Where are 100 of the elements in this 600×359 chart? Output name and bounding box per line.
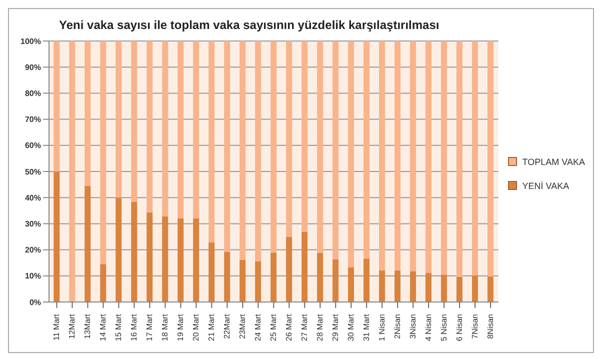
x-tick-label: 12Mart bbox=[68, 313, 77, 339]
bar bbox=[302, 232, 308, 302]
bar bbox=[146, 41, 153, 212]
bar bbox=[131, 41, 138, 202]
x-tick-label: 8Nisan bbox=[486, 314, 496, 339]
bar bbox=[162, 41, 168, 216]
bar bbox=[193, 218, 200, 302]
legend-label: TOPLAM VAKA bbox=[521, 156, 585, 166]
bar bbox=[364, 258, 370, 302]
bar bbox=[348, 268, 354, 302]
x-tick-label: 28 Mart bbox=[316, 313, 325, 342]
bar bbox=[487, 41, 494, 276]
x-tick-label: 3Nisan bbox=[408, 314, 418, 339]
x-tick-label: 23Mart bbox=[238, 313, 248, 339]
bar bbox=[131, 202, 138, 302]
bar bbox=[332, 259, 339, 302]
bar bbox=[69, 41, 76, 302]
y-tick-label: 80% bbox=[24, 89, 41, 98]
x-tick-label: 27 Mart bbox=[300, 313, 310, 342]
x-tick-label: 21 Mart bbox=[207, 313, 216, 342]
bar bbox=[208, 242, 215, 302]
bar bbox=[379, 41, 385, 270]
bar bbox=[410, 41, 416, 272]
x-tick-label: 29 Mart bbox=[331, 313, 340, 342]
bar bbox=[54, 41, 60, 172]
bar bbox=[54, 172, 60, 302]
bar bbox=[178, 218, 184, 302]
x-tick-label: 30 Mart bbox=[346, 313, 356, 342]
y-tick-label: 60% bbox=[24, 141, 41, 150]
x-tick-label: 1 Nisan bbox=[378, 314, 387, 342]
x-tick-label: 14 Mart bbox=[98, 313, 108, 342]
bar bbox=[270, 41, 277, 253]
bar bbox=[162, 216, 168, 302]
x-tick-label: 20 Mart bbox=[192, 313, 201, 342]
bar bbox=[472, 275, 478, 302]
bar bbox=[240, 260, 246, 302]
y-tick-label: 50% bbox=[24, 167, 41, 176]
y-tick-label: 30% bbox=[24, 220, 41, 229]
x-tick-label: 2Nisan bbox=[393, 314, 402, 339]
bar bbox=[286, 236, 292, 302]
bar bbox=[487, 276, 494, 302]
chart-title: Yeni vaka sayısı ile toplam vaka sayısının yüzdelik karşılaştırılması bbox=[59, 18, 440, 32]
x-tick-label: 16 Mart bbox=[130, 313, 139, 342]
bar bbox=[193, 41, 200, 218]
bar bbox=[456, 276, 462, 302]
x-tick-label: 13Mart bbox=[83, 313, 92, 339]
bar bbox=[440, 41, 447, 275]
bar bbox=[84, 41, 91, 186]
x-tick-label: 18 Mart bbox=[160, 313, 170, 342]
x-tick-label: 11 Mart bbox=[52, 313, 62, 341]
bar bbox=[425, 41, 432, 273]
bar bbox=[116, 198, 122, 302]
bar bbox=[440, 274, 447, 302]
x-tick-label: 24 Mart bbox=[254, 313, 263, 342]
bar bbox=[317, 252, 324, 302]
bar bbox=[208, 41, 215, 242]
y-tick-label: 10% bbox=[24, 272, 41, 281]
x-tick-label: 7Nisan bbox=[470, 314, 480, 339]
x-tick-label: 22Mart bbox=[222, 313, 232, 339]
bar bbox=[146, 212, 153, 302]
x-tick-label: 19 Mart bbox=[176, 313, 186, 342]
y-tick-label: 70% bbox=[24, 115, 41, 124]
bar bbox=[100, 41, 106, 264]
bar bbox=[116, 41, 122, 198]
y-tick-label: 0% bbox=[29, 298, 41, 307]
x-tick-label: 5 Nisan bbox=[440, 314, 449, 342]
bar bbox=[270, 252, 277, 302]
bar bbox=[255, 262, 262, 302]
y-tick-label: 90% bbox=[24, 62, 41, 72]
x-tick-label: 25 Mart bbox=[269, 313, 278, 342]
bar bbox=[286, 41, 292, 237]
bar bbox=[224, 41, 230, 252]
y-tick-label: 20% bbox=[24, 246, 41, 255]
y-tick-label: 40% bbox=[24, 193, 41, 202]
bar bbox=[84, 186, 91, 302]
bar bbox=[317, 41, 324, 253]
bar bbox=[224, 252, 230, 302]
bar bbox=[240, 41, 246, 260]
bar bbox=[472, 41, 478, 276]
bar bbox=[394, 270, 400, 302]
bar bbox=[348, 41, 354, 268]
x-tick-label: 31 Mart bbox=[362, 313, 372, 342]
x-tick-label: 15 Mart bbox=[114, 313, 124, 342]
bar bbox=[364, 41, 370, 259]
x-tick-label: 26 Mart bbox=[284, 313, 294, 342]
x-tick-label: 17 Mart bbox=[145, 313, 154, 342]
bar bbox=[100, 264, 106, 302]
bar bbox=[178, 41, 184, 218]
bar bbox=[425, 272, 432, 302]
legend-label: YENİ VAKA bbox=[521, 180, 570, 190]
bar bbox=[302, 41, 308, 232]
bar bbox=[332, 41, 339, 260]
bar bbox=[456, 41, 462, 277]
x-tick-label: 6 Nisan bbox=[455, 314, 464, 342]
bar bbox=[410, 271, 416, 302]
y-tick-label: 100% bbox=[20, 36, 41, 46]
x-tick-label: 4 Nisan bbox=[424, 314, 434, 342]
bar bbox=[379, 270, 385, 302]
bar bbox=[394, 41, 400, 270]
bar bbox=[255, 41, 262, 262]
